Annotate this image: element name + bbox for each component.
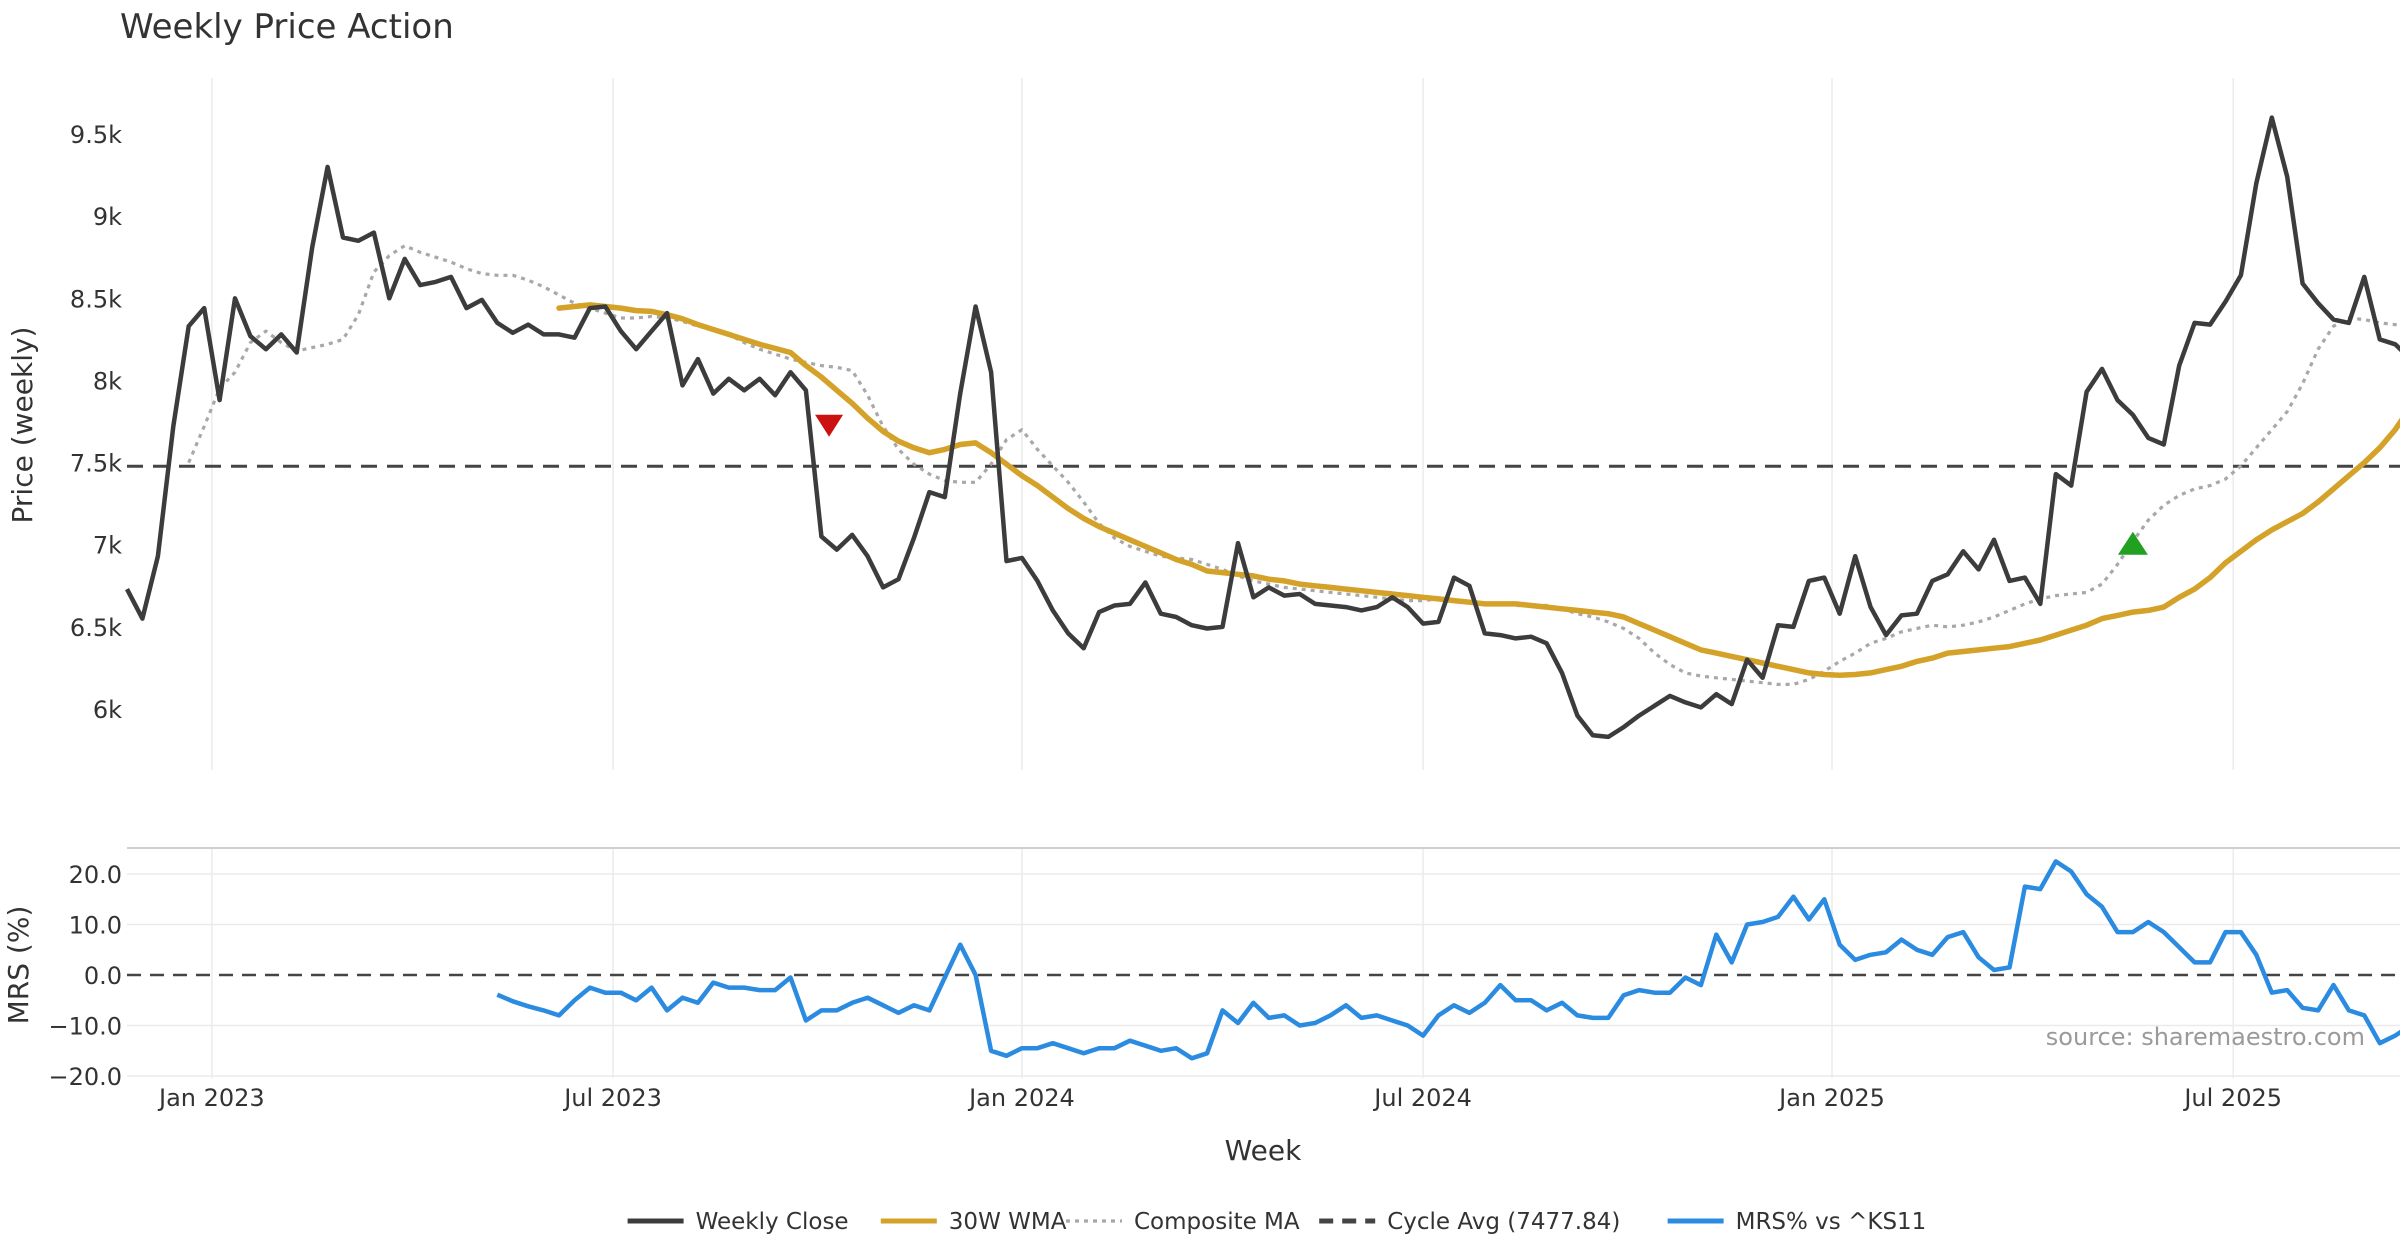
legend-item: 30W WMA — [880, 1209, 1067, 1235]
x-axis-title: Week — [1225, 1134, 1302, 1167]
legend-label: Cycle Avg (7477.84) — [1387, 1209, 1620, 1235]
mrs-ytick-label: 10.0 — [69, 912, 122, 940]
x-tick-label: Jul 2024 — [1372, 1084, 1472, 1112]
x-tick-label: Jan 2023 — [157, 1084, 265, 1112]
mrs-ytick-label: 20.0 — [69, 861, 122, 889]
price-ytick-label: 7k — [93, 532, 122, 560]
mrs-panel-series — [127, 859, 2400, 1061]
legend-label: Weekly Close — [696, 1209, 849, 1235]
legend-item: Composite MA — [1066, 1209, 1300, 1235]
mrs-ytick-label: −20.0 — [48, 1063, 122, 1091]
price-ytick-label: 8.5k — [70, 285, 122, 313]
price-ytick-label: 9.5k — [70, 121, 122, 149]
weekly-close-line — [125, 115, 2400, 740]
price-panel-grid — [211, 78, 2234, 770]
chart-title: Weekly Price Action — [120, 7, 454, 47]
sell-signal-marker — [815, 414, 844, 437]
axis-labels: 6k 6.5k 7k 7.5k 8k 8.5k 9k 9.5k 20.0 10.0 0.0 −10.0… — [2, 121, 2282, 1167]
legend-label: Composite MA — [1134, 1209, 1300, 1235]
price-y-axis-title: Price (weekly) — [6, 327, 39, 524]
mrs-y-axis-title: MRS (%) — [2, 906, 35, 1025]
price-ytick-label: 6k — [93, 696, 122, 724]
mrs-ytick-label: −10.0 — [48, 1013, 122, 1041]
price-panel-series — [125, 115, 2400, 740]
legend-item: Cycle Avg (7477.84) — [1319, 1209, 1620, 1235]
x-tick-label: Jan 2024 — [967, 1084, 1075, 1112]
legend-label: 30W WMA — [949, 1209, 1067, 1235]
mrs-line — [496, 859, 2400, 1061]
price-ytick-label: 8k — [93, 367, 122, 395]
legend-label: MRS% vs ^KS11 — [1736, 1209, 1927, 1235]
x-tick-label: Jul 2023 — [562, 1084, 662, 1112]
mrs-ytick-label: 0.0 — [84, 962, 122, 990]
price-ytick-label: 9k — [93, 203, 122, 231]
price-ytick-label: 7.5k — [70, 450, 122, 478]
watermark-text: source: sharemaestro.com — [2046, 1023, 2365, 1051]
mrs-panel-grid — [127, 847, 2400, 1078]
legend-item: MRS% vs ^KS11 — [1667, 1209, 1927, 1235]
price-ytick-label: 6.5k — [70, 614, 122, 642]
legend-item: Weekly Close — [627, 1209, 849, 1235]
wma-30w-line — [556, 302, 2400, 679]
legend: Weekly Close 30W WMA Composite MA Cycle Avg… — [627, 1209, 1927, 1235]
buy-signal-marker — [2117, 531, 2148, 555]
x-tick-label: Jan 2025 — [1777, 1084, 1885, 1112]
x-tick-label: Jul 2025 — [2182, 1084, 2282, 1112]
